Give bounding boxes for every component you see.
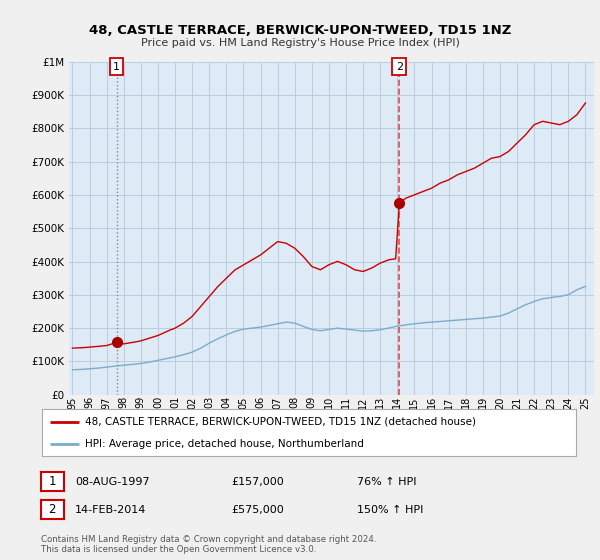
Text: 1: 1 xyxy=(49,475,56,488)
Text: 2: 2 xyxy=(49,503,56,516)
Text: Price paid vs. HM Land Registry's House Price Index (HPI): Price paid vs. HM Land Registry's House … xyxy=(140,38,460,48)
Text: £157,000: £157,000 xyxy=(231,477,284,487)
Text: 76% ↑ HPI: 76% ↑ HPI xyxy=(357,477,416,487)
Text: 48, CASTLE TERRACE, BERWICK-UPON-TWEED, TD15 1NZ: 48, CASTLE TERRACE, BERWICK-UPON-TWEED, … xyxy=(89,24,511,36)
Text: Contains HM Land Registry data © Crown copyright and database right 2024.
This d: Contains HM Land Registry data © Crown c… xyxy=(41,535,376,554)
Text: 08-AUG-1997: 08-AUG-1997 xyxy=(75,477,149,487)
Text: 2: 2 xyxy=(396,62,403,72)
Text: 1: 1 xyxy=(113,62,120,72)
Text: 48, CASTLE TERRACE, BERWICK-UPON-TWEED, TD15 1NZ (detached house): 48, CASTLE TERRACE, BERWICK-UPON-TWEED, … xyxy=(85,417,476,427)
Text: HPI: Average price, detached house, Northumberland: HPI: Average price, detached house, Nort… xyxy=(85,438,364,449)
Text: 150% ↑ HPI: 150% ↑ HPI xyxy=(357,505,424,515)
Text: £575,000: £575,000 xyxy=(231,505,284,515)
Text: 14-FEB-2014: 14-FEB-2014 xyxy=(75,505,146,515)
